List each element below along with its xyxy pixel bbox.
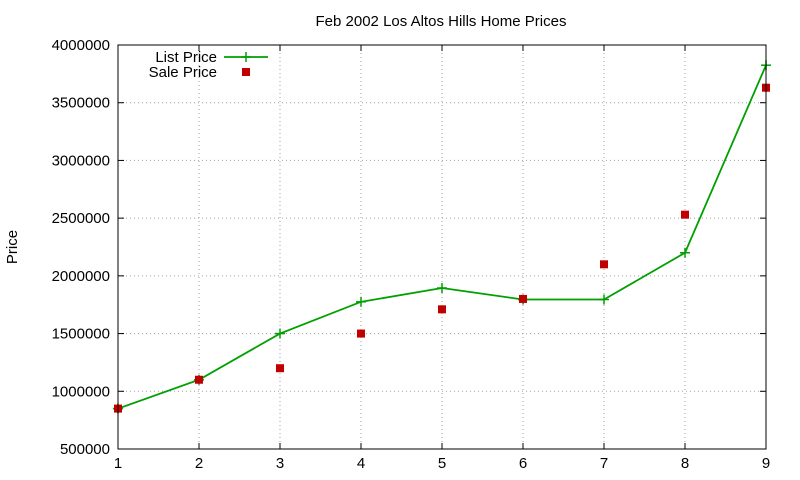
x-tick-label: 2 (195, 455, 203, 472)
list-price-point (437, 282, 447, 293)
x-tick-label: 1 (114, 455, 122, 472)
x-tick-label: 8 (681, 455, 689, 472)
legend-marker-list-price (241, 52, 251, 62)
legend-label-list-price: List Price (155, 49, 217, 66)
x-tick-label: 7 (600, 455, 608, 472)
sale-price-point (357, 329, 365, 338)
x-tick-label: 9 (762, 455, 770, 472)
sale-price-point (195, 375, 203, 384)
legend-marker-sale-price (242, 68, 250, 76)
y-tick-label: 2500000 (52, 210, 110, 227)
list-price-point (275, 328, 285, 339)
y-tick-label: 3500000 (52, 95, 110, 112)
x-tick-label: 3 (276, 455, 284, 472)
y-tick-label: 1000000 (52, 383, 110, 400)
list-price-point (599, 294, 609, 305)
sale-price-point (276, 364, 284, 373)
plot-frame (117, 44, 767, 450)
y-tick-label: 1500000 (52, 326, 110, 343)
y-tick-label: 4000000 (52, 37, 110, 54)
axis-ticks: 500000 1000000 1500000 2000000 2500000 300000… (52, 37, 771, 472)
y-tick-label: 3000000 (52, 152, 110, 169)
list-price-point (356, 296, 366, 307)
x-tick-label: 5 (438, 455, 446, 472)
chart-title: Feb 2002 Los Altos Hills Home Prices (316, 13, 567, 30)
y-axis-label: Price (4, 230, 21, 264)
x-tick-label: 6 (519, 455, 527, 472)
x-tick-label: 4 (357, 455, 365, 472)
list-price-point (680, 247, 690, 258)
y-tick-label: 500000 (60, 441, 110, 458)
grid (118, 45, 766, 449)
sale-price-point (438, 305, 446, 314)
sale-price-point (519, 294, 527, 303)
y-tick-label: 2000000 (52, 268, 110, 285)
sale-price-point (600, 260, 608, 269)
legend-label-sale-price: Sale Price (149, 64, 217, 81)
sale-price-point (681, 210, 689, 219)
